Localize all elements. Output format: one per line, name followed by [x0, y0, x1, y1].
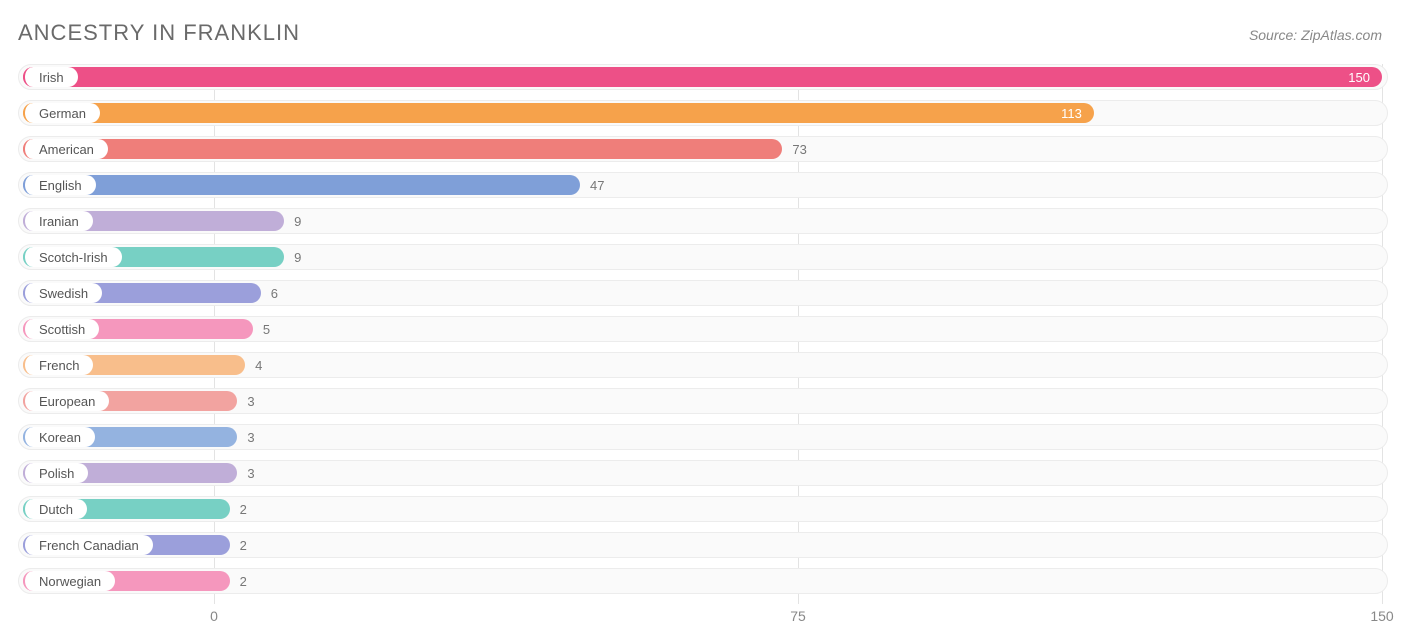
header: ANCESTRY IN FRANKLIN Source: ZipAtlas.co…	[18, 20, 1388, 46]
bar-label-pill: European	[23, 391, 109, 411]
bar-row: Swedish 6	[18, 280, 1388, 306]
bar-value: 73	[792, 136, 806, 162]
bar-label: Scotch-Irish	[39, 250, 108, 265]
bar-chart: Irish 150 German 113 American 73 English 47 Iran…	[18, 64, 1388, 604]
bar-row: Norwegian 2	[18, 568, 1388, 594]
bar-label-pill: German	[23, 103, 100, 123]
bar-row: Iranian 9	[18, 208, 1388, 234]
bar-label-pill: American	[23, 139, 108, 159]
bar-value: 2	[240, 496, 247, 522]
chart-source: Source: ZipAtlas.com	[1249, 27, 1382, 43]
x-tick-label: 150	[1370, 608, 1393, 624]
bar-label-pill: Scottish	[23, 319, 99, 339]
chart-title: ANCESTRY IN FRANKLIN	[18, 20, 300, 46]
bar-fill	[23, 175, 580, 195]
bar-value: 3	[247, 388, 254, 414]
bar-value: 5	[263, 316, 270, 342]
bar-row: Scotch-Irish 9	[18, 244, 1388, 270]
bar-label: English	[39, 178, 82, 193]
bar-fill	[23, 103, 1094, 123]
bar-label-pill: Iranian	[23, 211, 93, 231]
bar-label: Dutch	[39, 502, 73, 517]
bar-value: 150	[1348, 64, 1370, 90]
bar-label-pill: Dutch	[23, 499, 87, 519]
bar-label: Polish	[39, 466, 74, 481]
bar-row: Korean 3	[18, 424, 1388, 450]
bar-row: Dutch 2	[18, 496, 1388, 522]
x-tick-label: 75	[790, 608, 806, 624]
bar-fill	[23, 67, 1382, 87]
bar-label: German	[39, 106, 86, 121]
bar-label-pill: Irish	[23, 67, 78, 87]
bar-row: European 3	[18, 388, 1388, 414]
bar-value: 3	[247, 460, 254, 486]
bar-value: 2	[240, 568, 247, 594]
bar-label: Swedish	[39, 286, 88, 301]
bar-value: 4	[255, 352, 262, 378]
bar-row: English 47	[18, 172, 1388, 198]
bar-value: 113	[1061, 100, 1082, 126]
bar-fill	[23, 139, 782, 159]
bar-value: 47	[590, 172, 604, 198]
bar-label-pill: Norwegian	[23, 571, 115, 591]
bar-value: 2	[240, 532, 247, 558]
bar-row: French Canadian 2	[18, 532, 1388, 558]
bar-label: Scottish	[39, 322, 85, 337]
bar-label: American	[39, 142, 94, 157]
bar-label: Korean	[39, 430, 81, 445]
bar-row: American 73	[18, 136, 1388, 162]
bar-label: French	[39, 358, 79, 373]
bar-label-pill: Swedish	[23, 283, 102, 303]
x-tick-label: 0	[210, 608, 218, 624]
bar-label-pill: Polish	[23, 463, 88, 483]
bar-label-pill: French Canadian	[23, 535, 153, 555]
bar-row: German 113	[18, 100, 1388, 126]
bar-label-pill: English	[23, 175, 96, 195]
chart-container: ANCESTRY IN FRANKLIN Source: ZipAtlas.co…	[0, 0, 1406, 644]
bar-value: 9	[294, 208, 301, 234]
bar-label: Iranian	[39, 214, 79, 229]
bar-label: Norwegian	[39, 574, 101, 589]
bar-label-pill: French	[23, 355, 93, 375]
bar-label: French Canadian	[39, 538, 139, 553]
bar-label-pill: Korean	[23, 427, 95, 447]
bar-value: 6	[271, 280, 278, 306]
bar-row: French 4	[18, 352, 1388, 378]
x-axis-ticks: 075150	[18, 608, 1388, 632]
bar-row: Polish 3	[18, 460, 1388, 486]
bar-label-pill: Scotch-Irish	[23, 247, 122, 267]
bar-label: Irish	[39, 70, 64, 85]
bar-row: Scottish 5	[18, 316, 1388, 342]
bar-value: 9	[294, 244, 301, 270]
bar-row: Irish 150	[18, 64, 1388, 90]
bar-value: 3	[247, 424, 254, 450]
bar-label: European	[39, 394, 95, 409]
